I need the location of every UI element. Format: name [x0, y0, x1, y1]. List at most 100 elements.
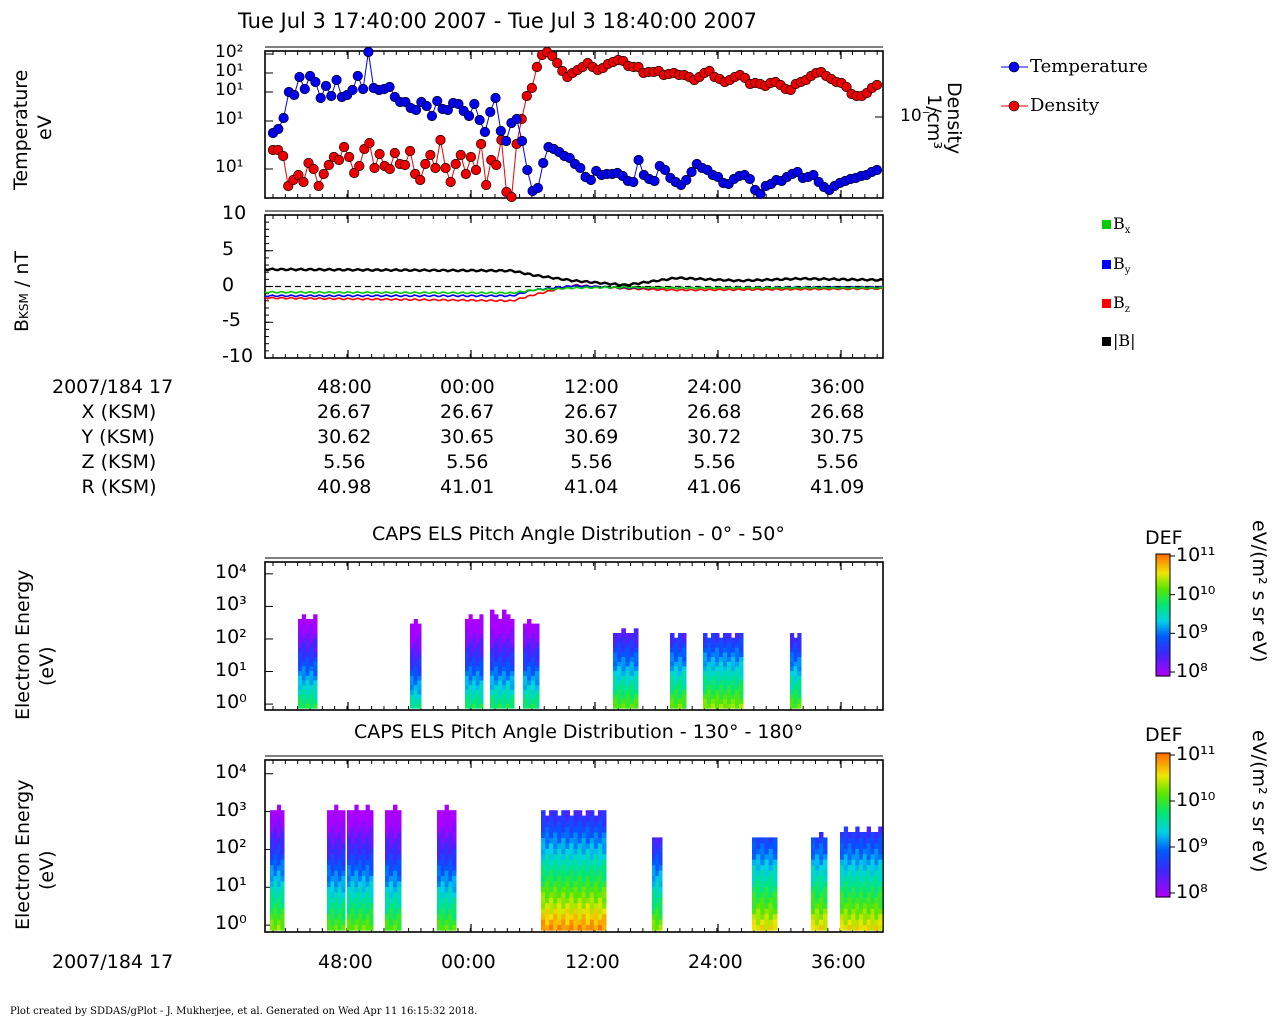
spec2-colorbar-color: [1156, 861, 1170, 864]
spectrogram-cell: [393, 864, 398, 871]
spectrogram-cell: [502, 693, 507, 700]
spectrogram-cell: [707, 698, 712, 704]
spectrogram-cell: [309, 703, 314, 709]
spectrogram-130-180-cells: [270, 804, 883, 931]
spectrogram-cell: [280, 853, 285, 860]
spec1-colorbar-color: [1156, 625, 1170, 628]
density-point: [460, 168, 471, 180]
spectrogram-cell: [840, 837, 845, 844]
spectrogram-cell: [557, 886, 562, 893]
spectrogram-cell: [752, 924, 757, 931]
spectrogram-cell: [760, 913, 765, 920]
spectrogram-cell: [617, 642, 622, 648]
bottom-axis-tick: 12:00: [565, 951, 620, 973]
spectrogram-cell: [327, 842, 332, 849]
spectrogram-cell: [764, 908, 770, 915]
spectrogram-cell: [772, 919, 778, 926]
spectrogram-cell: [313, 656, 318, 662]
spectrogram-cell: [341, 870, 346, 877]
spectrogram-cell: [711, 642, 716, 648]
spectrogram-cell: [760, 842, 765, 849]
spectrogram-cell: [764, 891, 770, 898]
spectrogram-cell: [613, 647, 618, 653]
spectrogram-cell: [878, 902, 883, 909]
spectrogram-cell: [417, 656, 422, 662]
spectrogram-cell: [703, 703, 708, 709]
spectrogram-cell: [819, 853, 824, 860]
temperature-point: [538, 157, 549, 169]
spectrogram-cell: [350, 853, 355, 860]
spectrogram-cell: [790, 679, 795, 686]
temperature-tick: 10¹: [215, 61, 244, 81]
spectrogram-cell: [541, 897, 546, 904]
spectrogram-cell: [658, 891, 663, 898]
spectrogram-cell: [440, 886, 446, 893]
spectrogram-cell: [298, 665, 303, 672]
spectrogram-cell: [768, 870, 774, 877]
spectrogram-cell: [621, 689, 626, 695]
temperature-point: [273, 123, 284, 135]
density-point: [440, 162, 451, 174]
temperature-point: [744, 173, 755, 185]
spectrogram-cell: [866, 875, 871, 882]
spectrogram-cell: [597, 902, 603, 909]
spectrogram-cell: [843, 848, 849, 855]
spectrogram-cell: [393, 821, 398, 828]
spectrogram-cell: [790, 693, 795, 700]
spectrogram-cell: [625, 651, 631, 658]
spectrogram-cell: [468, 670, 473, 676]
spectrogram-cell: [874, 837, 879, 844]
spectrogram-cell: [327, 875, 332, 882]
spectrogram-cell: [452, 902, 457, 909]
spectrogram-cell: [625, 693, 631, 700]
spectrogram-cell: [652, 875, 656, 882]
spectrogram-cell: [772, 902, 778, 909]
spectrogram-cell: [561, 859, 566, 866]
spectrogram-cell: [502, 703, 507, 709]
spectrogram-cell: [847, 859, 852, 866]
spectrogram-cell: [597, 837, 603, 844]
spectrogram-cell: [365, 913, 370, 920]
spectrogram-cell: [585, 913, 591, 920]
spectrogram-cell: [270, 908, 274, 915]
spectrogram-cell: [361, 821, 367, 828]
spectrogram-cell: [309, 693, 314, 700]
spectrogram-cell: [815, 881, 820, 887]
spectrogram-cell: [361, 902, 367, 909]
spectrogram-cell: [793, 637, 798, 643]
spectrogram-cell: [437, 821, 442, 828]
spectrogram-cell: [617, 675, 622, 681]
spectrogram-cell: [569, 891, 574, 898]
spectrogram-cell: [341, 919, 346, 926]
spectrogram-cell: [678, 698, 683, 704]
spectrogram-cell: [629, 651, 635, 658]
spectrogram-cell: [361, 864, 367, 871]
spectrogram-cell: [334, 924, 339, 931]
spectrogram-cell: [561, 908, 566, 915]
spectrogram-cell: [545, 848, 550, 855]
spectrogram-cell: [479, 684, 484, 690]
spectrogram-cell: [859, 881, 864, 887]
spectrogram-cell: [840, 875, 845, 882]
spectrogram-cell: [273, 848, 278, 855]
spectrogram-cell: [468, 623, 473, 629]
spectrogram-cell: [440, 821, 446, 828]
spectrogram-cell: [298, 684, 303, 690]
spectrogram-cell: [613, 698, 618, 704]
temperature-point: [469, 98, 480, 110]
spectrogram-cell: [358, 826, 363, 833]
spectrogram-cell: [870, 848, 875, 855]
spec2-colorbar-color: [1156, 772, 1170, 776]
spec2-colorbar-color: [1156, 887, 1170, 891]
temperature-point: [294, 71, 305, 83]
spectrogram-cell: [655, 859, 660, 866]
spectrogram-cell: [301, 656, 307, 662]
spectrogram-cell: [843, 886, 849, 893]
spectrogram-cell: [341, 810, 346, 817]
spectrogram-cell: [674, 693, 679, 700]
spectrogram-cell: [760, 853, 765, 860]
spec2-colorbar-color: [1156, 803, 1170, 807]
spectrogram-cell: [703, 675, 708, 681]
b-tick: -5: [222, 309, 241, 332]
spectrogram-cell: [731, 647, 736, 653]
